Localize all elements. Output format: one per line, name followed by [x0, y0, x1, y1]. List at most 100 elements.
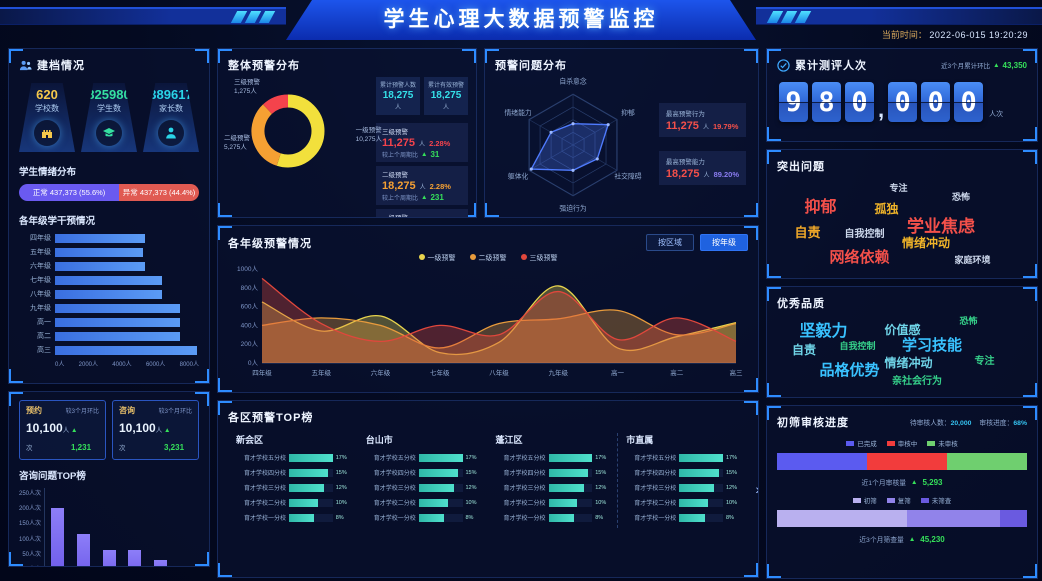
- axis-tick: 50人次: [22, 551, 42, 558]
- grade-label: 高一: [37, 319, 51, 326]
- bar-track: [418, 483, 463, 492]
- virtue-cloud-title: 优秀品质: [777, 298, 825, 310]
- axis-tick: 0人次: [26, 564, 41, 566]
- tab-by-grade[interactable]: 按年级: [700, 234, 748, 251]
- school-label: 育才学校一分校: [634, 516, 677, 522]
- svg-text:躯体化: 躯体化: [508, 172, 529, 181]
- stat-top-behavior: 最高预警行为 11,275 人 19.79%: [658, 103, 746, 137]
- grade-label: 四年级: [30, 235, 51, 242]
- school-label: 育才学校二分校: [373, 501, 416, 507]
- donut-slice-三级预警[interactable]: [246, 89, 331, 174]
- time-label: 当前时间：: [881, 30, 927, 40]
- chevron-right-icon[interactable]: ›: [753, 479, 758, 499]
- cloud-word: 孤独: [874, 201, 899, 216]
- district-row: 育才学校五分校 17%: [236, 453, 350, 462]
- cloud-word: 网络依赖: [829, 249, 890, 266]
- grade-label: 九年级: [30, 305, 51, 312]
- donut-label-level2: 二级预警 5,275人: [224, 135, 250, 151]
- bar-fill: [128, 550, 142, 566]
- school-label: 育才学校一分校: [243, 516, 286, 522]
- stat-parents-label: 家长数: [159, 104, 183, 113]
- district-row: 育才学校三分校 12%: [626, 483, 740, 492]
- up-arrow-icon: ▲: [911, 478, 918, 486]
- cloud-word: 抑郁: [804, 199, 837, 217]
- cloud-word: 品格优势: [819, 362, 880, 380]
- school-label: 育才学校四分校: [634, 471, 677, 477]
- consult-bar: 自信问题: [148, 488, 172, 566]
- consult-bar: 情绪问题: [72, 488, 96, 566]
- svg-text:情绪能力: 情绪能力: [504, 108, 531, 117]
- bar-track: [55, 261, 199, 271]
- svg-text:七年级: 七年级: [430, 368, 450, 377]
- cloud-word: 恐怖: [952, 192, 971, 203]
- district-row: 育才学校五分校 17%: [626, 453, 740, 462]
- donut-slice-一级预警[interactable]: [251, 94, 325, 168]
- district-columns: 新会区 育才学校五分校 17% 育才学校四分校 15% 育才学校三分校 12% 育才学校二分校…: [228, 433, 748, 528]
- district-row: 育才学校二分校 10%: [236, 498, 350, 507]
- svg-text:400人: 400人: [241, 321, 259, 329]
- bar-value: 15%: [465, 469, 477, 476]
- bar-track: [55, 331, 199, 341]
- emotion-normal-segment: 正常 437,373 (55.6%): [19, 184, 120, 201]
- school-label: 育才学校三分校: [634, 486, 677, 492]
- svg-text:200人: 200人: [241, 340, 259, 348]
- svg-text:自杀意念: 自杀意念: [559, 77, 586, 86]
- people-icon: [19, 60, 32, 70]
- district-name: 蓬江区: [495, 435, 523, 445]
- bar-fill: [289, 513, 315, 522]
- current-time: 当前时间： 2022-06-015 19:20:29: [882, 28, 1028, 41]
- school-label: 育才学校三分校: [503, 486, 546, 492]
- district-row: 育才学校四分校 15%: [496, 468, 610, 477]
- tab-by-region[interactable]: 按区域: [646, 234, 694, 251]
- bar-fill: [55, 261, 145, 271]
- consult-bar: 亲子关系: [123, 488, 147, 566]
- consult-bar: 学习压力: [46, 488, 70, 566]
- stat-schools-value: 620: [36, 87, 58, 102]
- donut-slice-二级预警[interactable]: [250, 93, 326, 169]
- consult-bars: 学习压力情绪问题重大变故影响亲子关系自信问题其他: [44, 488, 199, 566]
- cloud-word: 自责: [794, 225, 821, 240]
- bar-fill: [55, 233, 145, 243]
- stripes-icon: [766, 11, 812, 23]
- consult-y-axis: 250人次 200人次 150人次 100人次 50人次 0人次: [19, 488, 44, 566]
- svg-text:800人: 800人: [241, 284, 259, 292]
- grade-label: 六年级: [30, 263, 51, 270]
- review-title: 初筛审核进度: [777, 417, 849, 429]
- stat-total-warnings: 累计预警人数 18,275人: [376, 77, 421, 115]
- school-label: 育才学校一分校: [503, 516, 546, 522]
- grade-label: 五年级: [30, 249, 51, 256]
- review-legend-1: 已完成 审核中 未审核: [777, 438, 1027, 448]
- assessment-delta: 近3个月累计环比 ▲ 43,350: [940, 60, 1027, 71]
- grade-label: 七年级: [30, 277, 51, 284]
- digit-separator: ,: [878, 97, 885, 122]
- bar-track: [55, 317, 199, 327]
- bar-track: [55, 275, 199, 285]
- stat-parents-value: 389617: [149, 87, 193, 102]
- stat-students-label: 学生数: [97, 104, 121, 113]
- district-column-市直属: 市直属 育才学校五分校 17% 育才学校四分校 15% 育才学校三分校 12% 育才学校二分校…: [617, 433, 748, 528]
- archive-stats: 620 学校数 825980 学生数 389617 家长数: [19, 83, 199, 152]
- svg-text:四年级: 四年级: [252, 368, 272, 377]
- bar-track: [548, 483, 593, 492]
- header-left-decoration: [0, 7, 286, 25]
- donut-label-level1: 一级预警 10,275人: [355, 127, 382, 143]
- bar-track: [548, 498, 593, 507]
- grade-label: 八年级: [30, 291, 51, 298]
- stat-top-ability: 最高预警能力 18,275 人 89.20%: [658, 151, 746, 185]
- bar-track: [679, 483, 723, 492]
- svg-text:高一: 高一: [611, 368, 625, 377]
- emotion-bar: 正常 437,373 (55.6%) 异常 437,373 (44.4%): [19, 184, 199, 201]
- district-column-新会区: 新会区 育才学校五分校 17% 育才学校四分校 15% 育才学校三分校 12% 育才学校二分校…: [228, 433, 358, 528]
- page-title: 学生心理大数据预警监控: [286, 0, 756, 40]
- cloud-word: 专注: [889, 182, 908, 193]
- bar-value: 12%: [465, 484, 477, 491]
- bar-value: 12%: [595, 484, 607, 491]
- svg-text:九年级: 九年级: [549, 368, 569, 377]
- district-row: 育才学校一分校 8%: [366, 513, 480, 522]
- cloud-word: 自我控制: [844, 228, 885, 240]
- header-right-decoration: [756, 7, 1042, 25]
- svg-text:高三: 高三: [730, 368, 744, 377]
- school-label: 育才学校四分校: [503, 471, 546, 477]
- review-stacked-bar-1: [777, 453, 1027, 470]
- bar-track: [55, 303, 199, 313]
